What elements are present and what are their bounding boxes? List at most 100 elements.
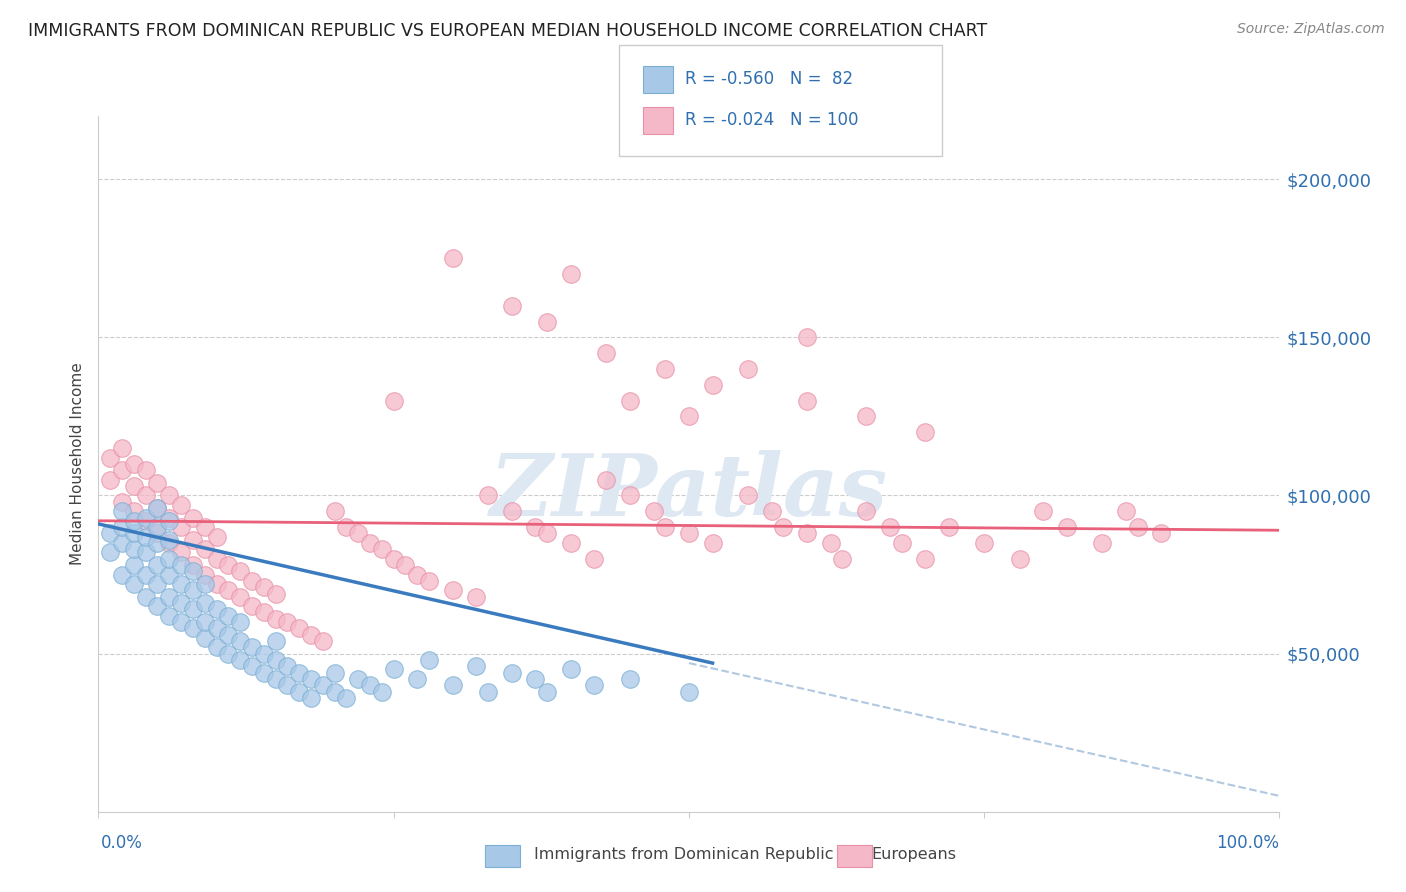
- Point: [796, 526, 818, 541]
- Point: [536, 526, 558, 541]
- Point: [323, 665, 346, 680]
- Point: [264, 653, 287, 667]
- Point: [914, 551, 936, 566]
- Point: [217, 627, 239, 641]
- Point: [406, 672, 429, 686]
- Point: [170, 615, 193, 629]
- Point: [359, 536, 381, 550]
- Point: [654, 520, 676, 534]
- Text: R = -0.560   N =  82: R = -0.560 N = 82: [685, 70, 853, 88]
- Point: [217, 583, 239, 598]
- Point: [181, 565, 204, 579]
- Point: [217, 608, 239, 623]
- Point: [619, 488, 641, 502]
- Point: [229, 590, 252, 604]
- Point: [194, 542, 217, 557]
- Point: [217, 558, 239, 572]
- Point: [264, 634, 287, 648]
- Point: [1091, 536, 1114, 550]
- Text: 100.0%: 100.0%: [1216, 834, 1279, 852]
- Point: [323, 504, 346, 518]
- Point: [253, 647, 276, 661]
- Point: [135, 510, 157, 524]
- Point: [276, 659, 298, 673]
- Point: [111, 520, 134, 534]
- Point: [288, 621, 311, 635]
- Point: [264, 612, 287, 626]
- Point: [194, 615, 217, 629]
- Point: [170, 596, 193, 610]
- Point: [418, 574, 440, 588]
- Point: [288, 665, 311, 680]
- Point: [1008, 551, 1031, 566]
- Point: [146, 577, 169, 591]
- Point: [98, 450, 121, 465]
- Point: [240, 599, 263, 614]
- Point: [253, 606, 276, 620]
- Point: [111, 441, 134, 455]
- Point: [194, 567, 217, 582]
- Point: [122, 479, 145, 493]
- Point: [157, 567, 180, 582]
- Point: [122, 577, 145, 591]
- Point: [914, 425, 936, 440]
- Point: [194, 596, 217, 610]
- Point: [312, 634, 335, 648]
- Point: [323, 684, 346, 698]
- Point: [299, 690, 322, 705]
- Point: [619, 672, 641, 686]
- Point: [737, 488, 759, 502]
- Point: [135, 530, 157, 544]
- Point: [831, 551, 853, 566]
- Point: [111, 504, 134, 518]
- Point: [217, 647, 239, 661]
- Point: [111, 536, 134, 550]
- Point: [501, 665, 523, 680]
- Point: [583, 678, 606, 692]
- Point: [371, 684, 394, 698]
- Point: [382, 662, 405, 676]
- Point: [796, 393, 818, 408]
- Point: [135, 590, 157, 604]
- Point: [1150, 526, 1173, 541]
- Point: [122, 558, 145, 572]
- Point: [146, 501, 169, 516]
- Point: [157, 514, 180, 528]
- Point: [1056, 520, 1078, 534]
- Point: [654, 362, 676, 376]
- Point: [146, 599, 169, 614]
- Point: [276, 615, 298, 629]
- Point: [619, 393, 641, 408]
- Point: [194, 520, 217, 534]
- Point: [560, 536, 582, 550]
- Text: ZIPatlas: ZIPatlas: [489, 450, 889, 533]
- Point: [194, 631, 217, 645]
- Point: [973, 536, 995, 550]
- Point: [253, 665, 276, 680]
- Point: [477, 488, 499, 502]
- Point: [335, 520, 357, 534]
- Point: [382, 551, 405, 566]
- Point: [702, 536, 724, 550]
- Point: [122, 504, 145, 518]
- Point: [465, 659, 488, 673]
- Point: [111, 463, 134, 477]
- Point: [122, 542, 145, 557]
- Point: [501, 299, 523, 313]
- Point: [229, 634, 252, 648]
- Point: [181, 583, 204, 598]
- Point: [170, 498, 193, 512]
- Point: [229, 653, 252, 667]
- Point: [157, 510, 180, 524]
- Point: [371, 542, 394, 557]
- Point: [418, 653, 440, 667]
- Point: [264, 586, 287, 600]
- Point: [678, 684, 700, 698]
- Point: [335, 690, 357, 705]
- Point: [536, 684, 558, 698]
- Point: [560, 267, 582, 281]
- Point: [524, 520, 547, 534]
- Point: [229, 565, 252, 579]
- Point: [394, 558, 416, 572]
- Point: [347, 672, 370, 686]
